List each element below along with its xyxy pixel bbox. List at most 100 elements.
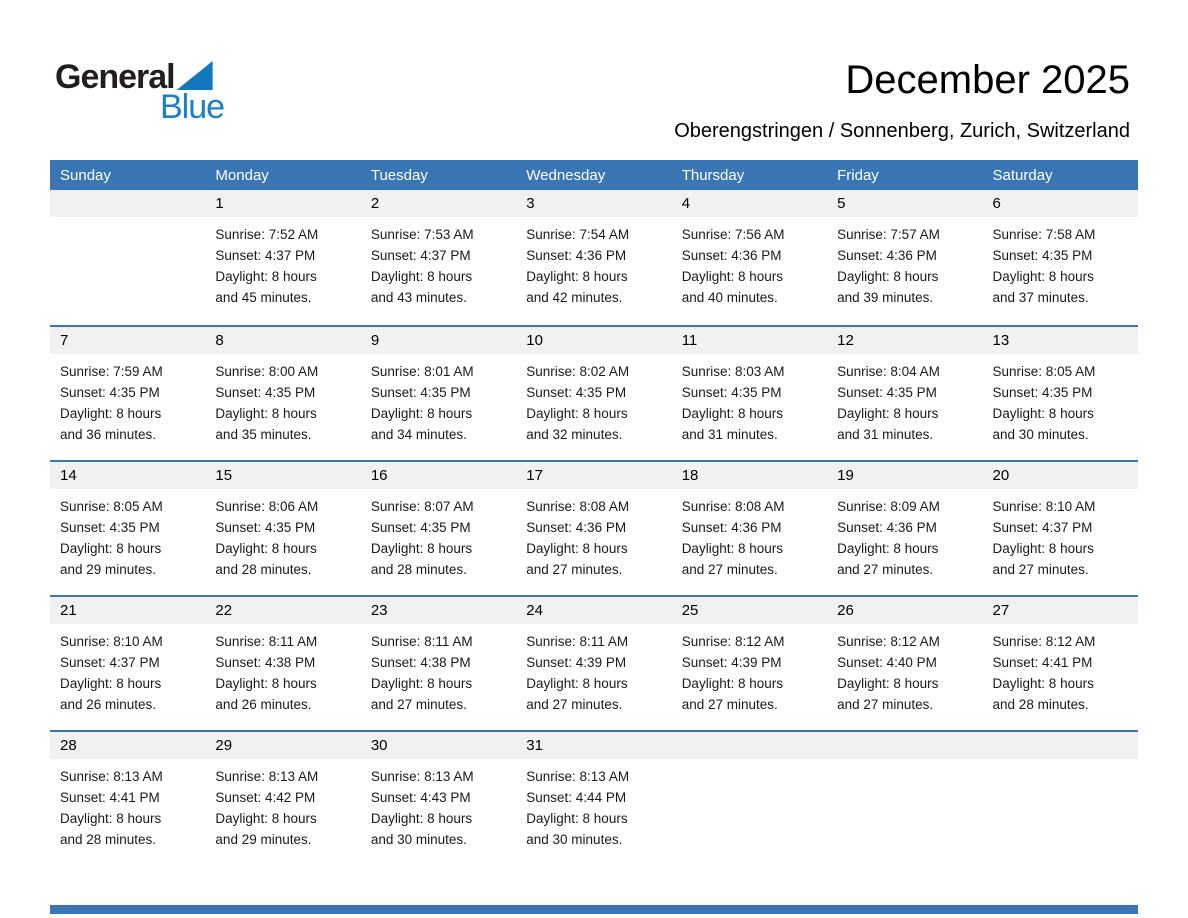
day-number: 1	[215, 195, 224, 212]
daylight-line-1: Daylight: 8 hours	[370, 406, 473, 421]
daylight-line-2: and 28 minutes.	[60, 832, 157, 847]
day-details: Sunrise: 8:11 AM Sunset: 4:39 PM Daylight:…	[516, 624, 671, 715]
day-number-band: 20	[982, 462, 1138, 489]
day-number: 20	[992, 467, 1010, 484]
daylight-line-2: and 30 minutes.	[992, 427, 1089, 442]
day-number: 4	[681, 195, 691, 212]
sunset-line: Sunset: 4:36 PM	[837, 248, 937, 263]
daylight-line-1: Daylight: 8 hours	[681, 406, 783, 421]
day-number: 25	[681, 602, 699, 619]
day-details: Sunrise: 8:08 AM Sunset: 4:36 PM Daylight:…	[516, 489, 671, 580]
day-details: Sunrise: 8:05 AM Sunset: 4:35 PM Daylight:…	[50, 489, 205, 580]
sunset-line: Sunset: 4:38 PM	[370, 655, 471, 670]
weekday-header-row: Sunday Monday Tuesday Wednesday Thursday Frid…	[50, 160, 1138, 190]
sunrise-line: Sunrise: 8:00 AM	[215, 364, 319, 379]
calendar-cell-day-20: 20 Sunrise: 8:10 AM Sunset: 4:37 PM Dayligh…	[982, 462, 1138, 595]
daylight-line-1: Daylight: 8 hours	[370, 676, 473, 691]
daylight-line-1: Daylight: 8 hours	[526, 811, 628, 826]
sunset-line: Sunset: 4:35 PM	[370, 520, 471, 535]
sunrise-line: Sunrise: 8:12 AM	[837, 634, 940, 649]
calendar-cell-empty	[982, 732, 1138, 865]
day-number-band: 27	[982, 597, 1138, 624]
day-details: Sunrise: 8:07 AM Sunset: 4:35 PM Daylight:…	[361, 489, 516, 580]
day-details: Sunrise: 8:13 AM Sunset: 4:43 PM Daylight:…	[361, 759, 516, 850]
sunset-line: Sunset: 4:35 PM	[60, 520, 160, 535]
calendar-cell-day-27: 27 Sunrise: 8:12 AM Sunset: 4:41 PM Dayligh…	[982, 597, 1138, 730]
day-number-band	[671, 732, 828, 759]
calendar-week-row: 14 Sunrise: 8:05 AM Sunset: 4:35 PM Dayligh…	[50, 460, 1138, 595]
daylight-line-2: and 27 minutes.	[992, 562, 1089, 577]
daylight-line-1: Daylight: 8 hours	[681, 676, 783, 691]
calendar-cell-day-4: 4 Sunrise: 7:56 AM Sunset: 4:36 PM Daylight…	[671, 190, 828, 325]
day-details: Sunrise: 8:09 AM Sunset: 4:36 PM Daylight:…	[827, 489, 982, 580]
weekday-header-friday: Friday	[837, 166, 879, 184]
weekday-header-monday: Monday	[215, 166, 269, 184]
page-subtitle: Oberengstringen / Sonnenberg, Zurich, Sw…	[674, 120, 1130, 142]
day-number-band: 17	[516, 462, 672, 489]
day-details: Sunrise: 8:10 AM Sunset: 4:37 PM Daylight:…	[983, 489, 1138, 580]
day-number-band: 15	[205, 462, 361, 489]
calendar-week-row: 21 Sunrise: 8:10 AM Sunset: 4:37 PM Dayligh…	[50, 595, 1138, 730]
sunset-line: Sunset: 4:35 PM	[992, 385, 1093, 400]
day-details: Sunrise: 8:01 AM Sunset: 4:35 PM Daylight:…	[361, 354, 516, 445]
day-number: 21	[60, 602, 77, 619]
day-number-band: 3	[516, 190, 672, 217]
calendar-cell-empty	[671, 732, 828, 865]
daylight-line-1: Daylight: 8 hours	[215, 811, 317, 826]
daylight-line-2: and 31 minutes.	[681, 427, 778, 442]
calendar-cell-day-3: 3 Sunrise: 7:54 AM Sunset: 4:36 PM Daylight…	[516, 190, 672, 325]
general-blue-logo: General Blue	[55, 60, 255, 124]
calendar-cell-day-22: 22 Sunrise: 8:11 AM Sunset: 4:38 PM Dayligh…	[205, 597, 361, 730]
daylight-line-2: and 27 minutes.	[837, 562, 934, 577]
day-number: 14	[60, 467, 77, 484]
day-number-band: 31	[516, 732, 672, 759]
day-details: Sunrise: 7:58 AM Sunset: 4:35 PM Daylight:…	[983, 217, 1138, 308]
daylight-line-2: and 26 minutes.	[215, 697, 312, 712]
day-number-band: 11	[671, 327, 828, 354]
day-number: 12	[837, 332, 854, 349]
calendar-cell-day-18: 18 Sunrise: 8:08 AM Sunset: 4:36 PM Dayligh…	[671, 462, 828, 595]
calendar-table: Sunday Monday Tuesday Wednesday Thursday Frid…	[50, 160, 1138, 865]
day-number-band: 18	[671, 462, 828, 489]
day-number-band: 6	[982, 190, 1138, 217]
day-number-band: 19	[827, 462, 983, 489]
day-details: Sunrise: 8:08 AM Sunset: 4:36 PM Daylight:…	[672, 489, 827, 580]
daylight-line-2: and 27 minutes.	[526, 697, 623, 712]
sunset-line: Sunset: 4:35 PM	[992, 248, 1093, 263]
daylight-line-1: Daylight: 8 hours	[526, 676, 628, 691]
daylight-line-2: and 27 minutes.	[681, 697, 778, 712]
day-number-band: 22	[205, 597, 361, 624]
day-number-band: 24	[516, 597, 672, 624]
sunset-line: Sunset: 4:35 PM	[370, 385, 471, 400]
sunrise-line: Sunrise: 8:06 AM	[215, 499, 319, 514]
daylight-line-2: and 40 minutes.	[681, 290, 778, 305]
calendar-cell-day-17: 17 Sunrise: 8:08 AM Sunset: 4:36 PM Dayligh…	[516, 462, 672, 595]
day-number-band: 4	[671, 190, 828, 217]
day-number: 5	[837, 195, 846, 212]
day-number-band: 26	[827, 597, 983, 624]
sunset-line: Sunset: 4:37 PM	[60, 655, 160, 670]
day-number-band: 23	[360, 597, 517, 624]
day-number: 10	[526, 332, 543, 349]
daylight-line-2: and 36 minutes.	[60, 427, 157, 442]
sunset-line: Sunset: 4:38 PM	[215, 655, 316, 670]
sunrise-line: Sunrise: 8:11 AM	[215, 634, 318, 649]
calendar-cell-day-1: 1 Sunrise: 7:52 AM Sunset: 4:37 PM Daylight…	[205, 190, 361, 325]
sunrise-line: Sunrise: 8:08 AM	[681, 499, 785, 514]
day-number: 8	[215, 332, 224, 349]
calendar-cell-day-29: 29 Sunrise: 8:13 AM Sunset: 4:42 PM Dayligh…	[205, 732, 361, 865]
sunrise-line: Sunrise: 8:02 AM	[526, 364, 630, 379]
daylight-line-1: Daylight: 8 hours	[681, 269, 783, 284]
daylight-line-1: Daylight: 8 hours	[60, 406, 162, 421]
day-number: 22	[215, 602, 233, 619]
day-details: Sunrise: 8:12 AM Sunset: 4:39 PM Daylight:…	[672, 624, 827, 715]
day-number: 18	[681, 467, 699, 484]
day-number-band: 13	[982, 327, 1138, 354]
day-number: 3	[526, 195, 535, 212]
calendar-cell-day-2: 2 Sunrise: 7:53 AM Sunset: 4:37 PM Daylight…	[360, 190, 517, 325]
sunset-line: Sunset: 4:44 PM	[526, 790, 627, 805]
daylight-line-1: Daylight: 8 hours	[837, 406, 939, 421]
day-details: Sunrise: 8:06 AM Sunset: 4:35 PM Daylight:…	[205, 489, 360, 580]
sunrise-line: Sunrise: 8:11 AM	[526, 634, 629, 649]
sunset-line: Sunset: 4:37 PM	[992, 520, 1093, 535]
